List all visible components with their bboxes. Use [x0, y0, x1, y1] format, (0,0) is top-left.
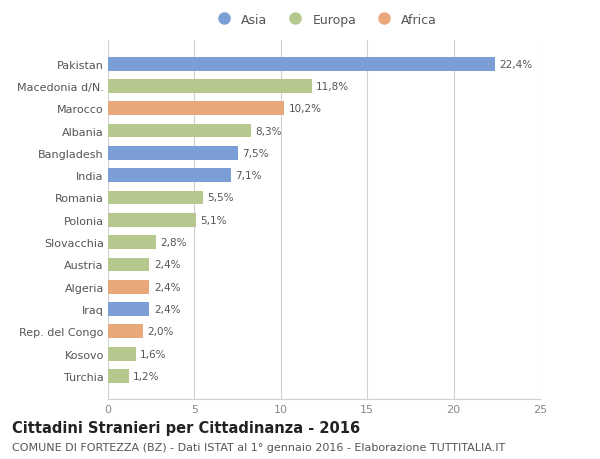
Text: COMUNE DI FORTEZZA (BZ) - Dati ISTAT al 1° gennaio 2016 - Elaborazione TUTTITALI: COMUNE DI FORTEZZA (BZ) - Dati ISTAT al … [12, 442, 505, 452]
Text: 2,4%: 2,4% [154, 304, 180, 314]
Bar [108, 258, 149, 272]
Bar [108, 369, 129, 383]
Bar [108, 102, 284, 116]
Bar [108, 57, 495, 72]
Text: Cittadini Stranieri per Cittadinanza - 2016: Cittadini Stranieri per Cittadinanza - 2… [12, 420, 360, 435]
Bar [108, 213, 196, 227]
Text: 2,0%: 2,0% [147, 327, 173, 336]
Bar [108, 80, 312, 94]
Bar [108, 146, 238, 161]
Text: 1,6%: 1,6% [140, 349, 166, 359]
Legend: Asia, Europa, Africa: Asia, Europa, Africa [206, 9, 442, 32]
Text: 5,1%: 5,1% [200, 215, 227, 225]
Text: 2,4%: 2,4% [154, 282, 180, 292]
Text: 10,2%: 10,2% [289, 104, 322, 114]
Text: 8,3%: 8,3% [256, 126, 282, 136]
Text: 22,4%: 22,4% [499, 60, 533, 69]
Text: 7,1%: 7,1% [235, 171, 262, 181]
Text: 11,8%: 11,8% [316, 82, 349, 92]
Bar [108, 191, 203, 205]
Text: 2,4%: 2,4% [154, 260, 180, 270]
Bar [108, 280, 149, 294]
Bar [108, 235, 157, 250]
Text: 2,8%: 2,8% [161, 238, 187, 247]
Text: 5,5%: 5,5% [208, 193, 234, 203]
Text: 7,5%: 7,5% [242, 149, 268, 158]
Bar [108, 347, 136, 361]
Text: 1,2%: 1,2% [133, 371, 160, 381]
Bar [108, 169, 230, 183]
Bar [108, 124, 251, 138]
Bar [108, 302, 149, 316]
Bar [108, 325, 143, 339]
